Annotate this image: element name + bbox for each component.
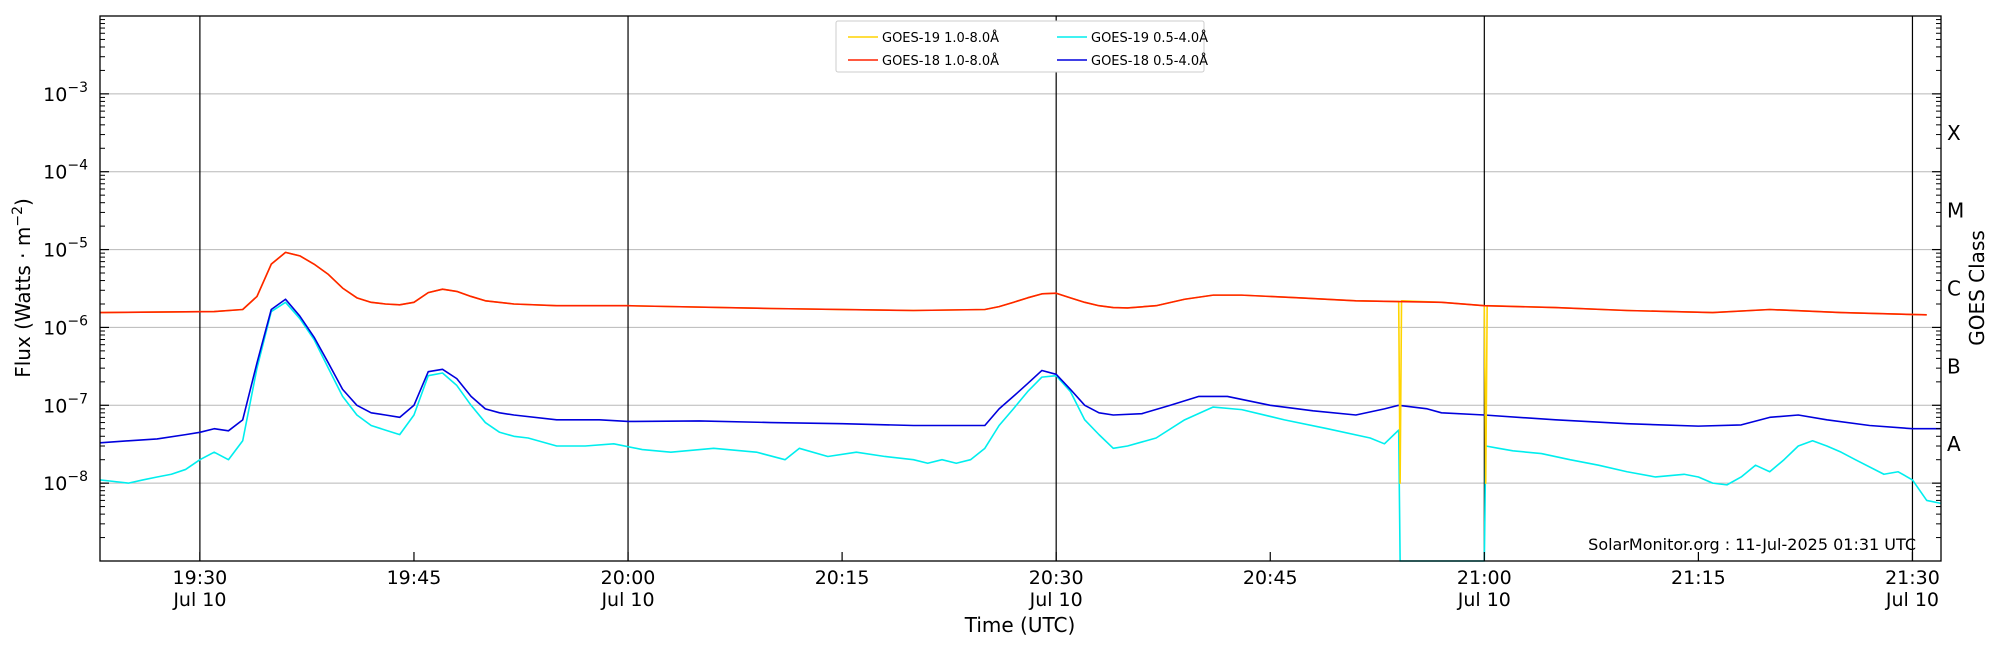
ticks-layer bbox=[100, 19, 1941, 561]
x-tick-label: 20:30 bbox=[1029, 567, 1084, 589]
series-line-4 bbox=[99, 298, 1941, 444]
legend-box bbox=[835, 20, 1205, 73]
y-tick-labels: 10−8 10−7 10−6 10−5 10−4 10−3 bbox=[43, 80, 88, 495]
plot-frame bbox=[99, 15, 1942, 562]
x-tick-label: 21:30 bbox=[1885, 567, 1940, 589]
x-tick-label: 19:45 bbox=[387, 567, 442, 589]
x-tick-date-label: Jul 10 bbox=[1457, 589, 1511, 611]
x-axis-title: Time (UTC) bbox=[964, 613, 1076, 637]
y-axis-title: Flux (Watts · m−2) bbox=[10, 198, 35, 378]
x-tick-label: 19:30 bbox=[173, 567, 228, 589]
series-line-3 bbox=[99, 301, 1942, 562]
x-tick-date-label: Jul 10 bbox=[1029, 589, 1083, 611]
grid-layer bbox=[100, 93, 1941, 484]
y-tick-label: 10−8 bbox=[43, 469, 88, 495]
x-tick-date-label: Jul 10 bbox=[172, 589, 226, 611]
x-tick-label: 21:00 bbox=[1457, 567, 1512, 589]
y-tick-label: 10−4 bbox=[43, 158, 88, 184]
x-tick-date-label: Jul 10 bbox=[1885, 589, 1939, 611]
x-tick-label: 20:00 bbox=[601, 567, 656, 589]
x-tick-date-label: Jul 10 bbox=[600, 589, 654, 611]
date-boundary-lines bbox=[199, 16, 1914, 561]
series-layer bbox=[99, 251, 1942, 562]
legend-label: GOES-19 0.5-4.0Å bbox=[1091, 30, 1208, 46]
y-tick-label: 10−6 bbox=[43, 313, 88, 339]
goes-class-labels: A B C M X bbox=[1947, 121, 1964, 456]
x-tick-label: 21:15 bbox=[1671, 567, 1726, 589]
goes-class-label: C bbox=[1947, 277, 1961, 301]
goes-class-label: X bbox=[1947, 121, 1961, 145]
legend-label: GOES-18 1.0-8.0Å bbox=[882, 53, 999, 69]
watermark: SolarMonitor.org : 11-Jul-2025 01:31 UTC bbox=[1588, 535, 1916, 554]
series-line-2 bbox=[99, 251, 1927, 316]
legend: GOES-19 1.0-8.0Å GOES-19 0.5-4.0Å GOES-18 … bbox=[835, 20, 1208, 73]
goes-class-label: M bbox=[1947, 199, 1964, 223]
y-tick-label: 10−5 bbox=[43, 236, 88, 262]
y-tick-label: 10−7 bbox=[43, 391, 88, 417]
x-tick-label: 20:15 bbox=[815, 567, 870, 589]
x-tick-label: 20:45 bbox=[1243, 567, 1298, 589]
y2-axis-title: GOES Class bbox=[1965, 230, 1989, 346]
legend-label: GOES-19 1.0-8.0Å bbox=[882, 30, 999, 46]
goes-class-label: A bbox=[1947, 432, 1961, 456]
series-line-1 bbox=[99, 251, 1927, 484]
y-tick-label: 10−3 bbox=[43, 80, 88, 106]
legend-label: GOES-18 0.5-4.0Å bbox=[1091, 53, 1208, 69]
goes-class-label: B bbox=[1947, 354, 1961, 378]
